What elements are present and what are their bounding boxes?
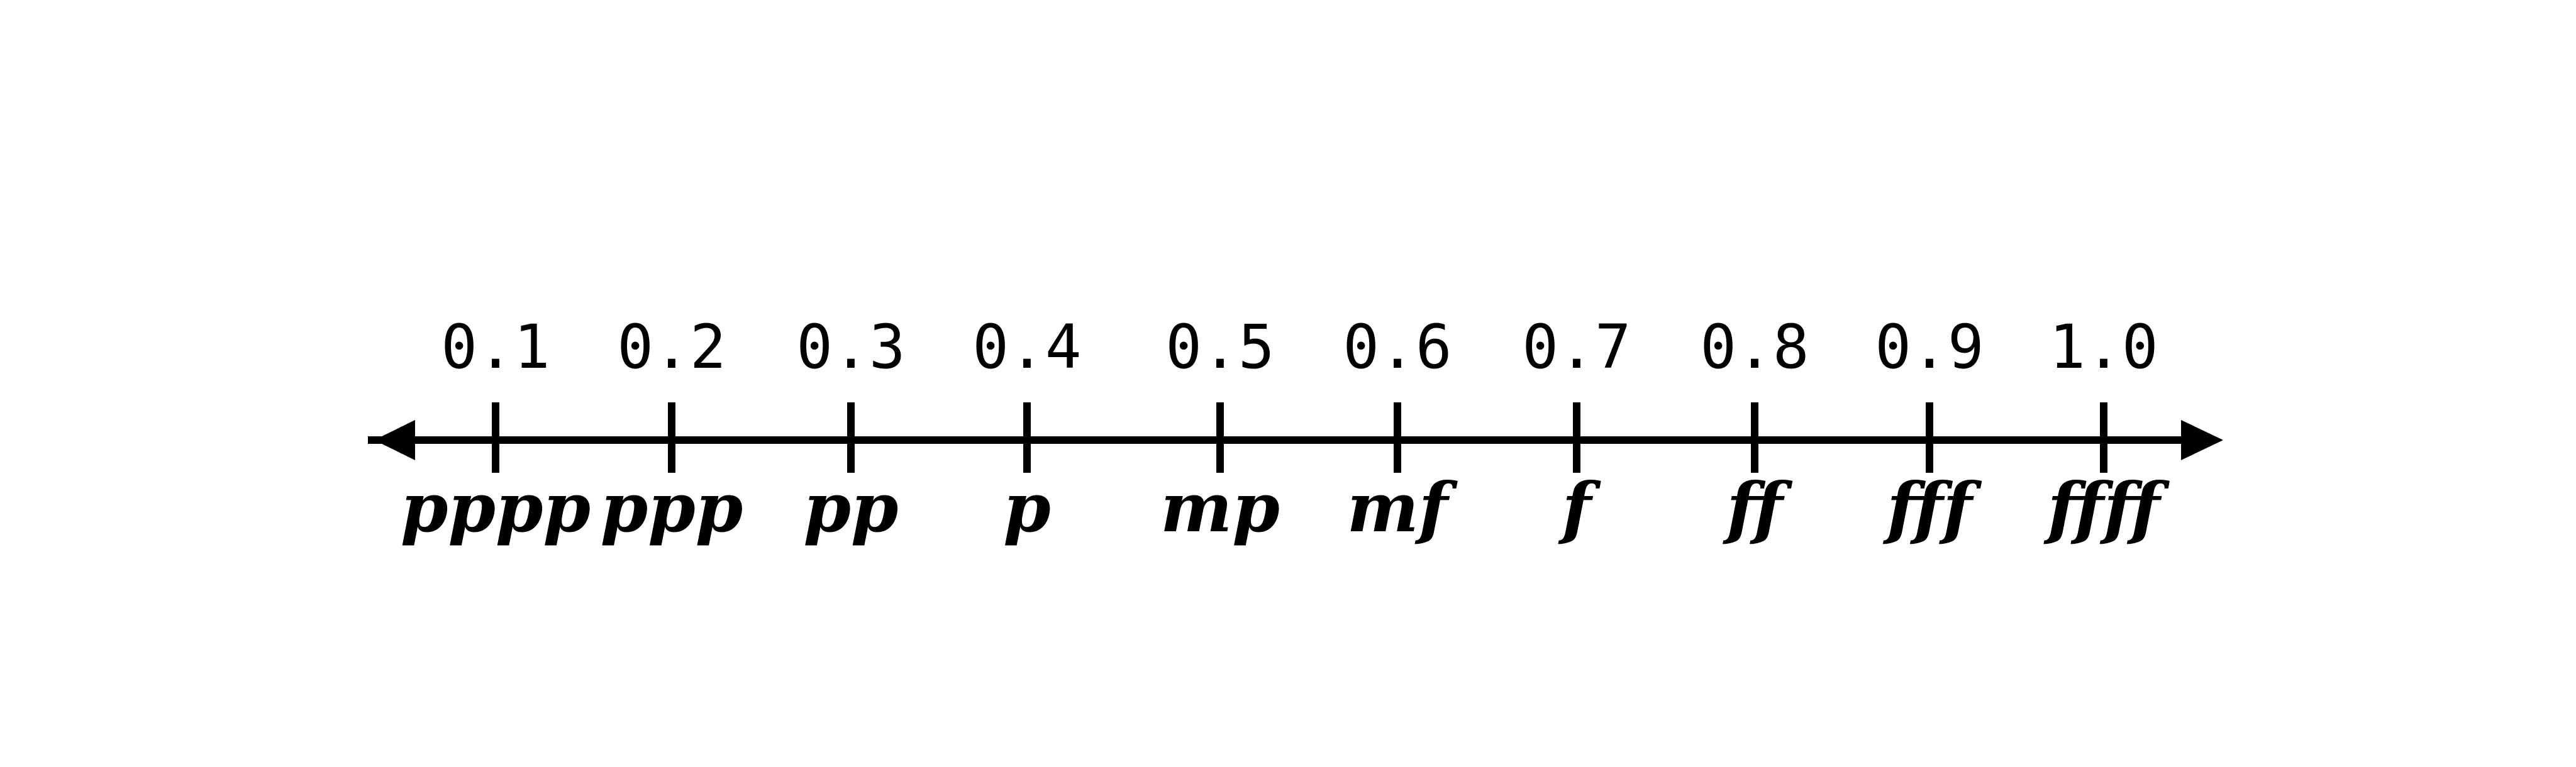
tick-value-label: 0.9 xyxy=(1875,312,1984,382)
dynamic-marking-label: f xyxy=(1558,468,1601,548)
tick-value-label: 0.7 xyxy=(1522,312,1631,382)
left-arrowhead xyxy=(374,420,415,460)
tick-value-label: 0.1 xyxy=(441,312,550,382)
dynamic-marking-label: pp xyxy=(803,468,898,548)
tick-value-label: 1.0 xyxy=(2049,312,2158,382)
ticks-layer: 0.1 pppp 0.2 ppp 0.3 pp 0.4 p 0.5 mp 0.6 mf 0.7 f 0.8 f… xyxy=(401,312,2170,548)
dynamic-marking-label: mf xyxy=(1347,468,1458,548)
tick-value-label: 0.3 xyxy=(796,312,905,382)
tick-value-label: 0.6 xyxy=(1343,312,1452,382)
right-arrowhead xyxy=(2181,420,2223,460)
dynamic-marking-label: mp xyxy=(1160,468,1280,548)
tick-value-label: 0.5 xyxy=(1165,312,1274,382)
dynamic-marking-label: p xyxy=(1003,468,1051,548)
tick-value-label: 0.4 xyxy=(972,312,1081,382)
dynamic-marking-label: pppp xyxy=(401,468,591,548)
dynamic-marking-label: ff xyxy=(1722,468,1792,548)
dynamic-marking-label: ffff xyxy=(2043,468,2170,548)
tick-value-label: 0.2 xyxy=(617,312,726,382)
dynamic-marking-label: fff xyxy=(1882,468,1982,548)
number-line xyxy=(368,420,2223,460)
tick-value-label: 0.8 xyxy=(1700,312,1809,382)
dynamic-marking-label: ppp xyxy=(601,468,743,548)
